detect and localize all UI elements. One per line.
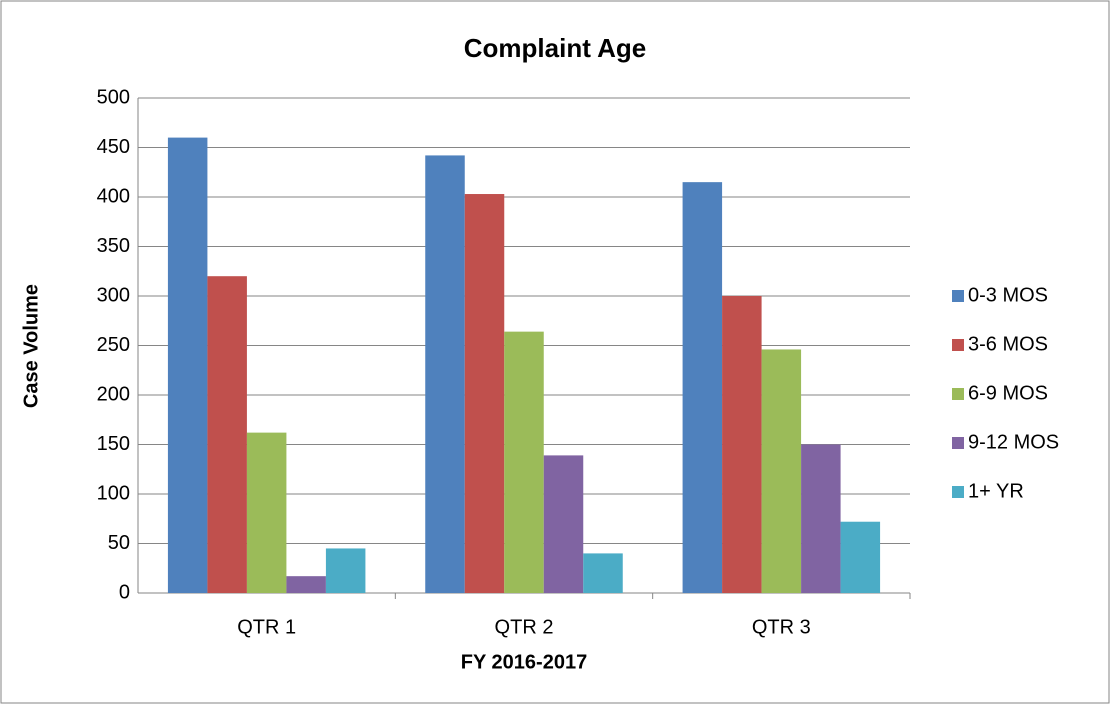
y-tick-label: 0: [119, 581, 130, 603]
y-tick-label: 250: [97, 334, 130, 356]
y-tick-label: 200: [97, 383, 130, 405]
bar: [246, 432, 287, 593]
bar: [682, 182, 723, 593]
bar: [464, 194, 505, 593]
bar: [840, 521, 881, 593]
y-tick-label: 100: [97, 482, 130, 504]
legend-swatch: [952, 339, 964, 351]
legend-label: 6-9 MOS: [968, 382, 1048, 404]
x-axis-title: FY 2016-2017: [461, 651, 587, 673]
legend-label: 3-6 MOS: [968, 333, 1048, 355]
x-tick-label: QTR 3: [752, 616, 811, 638]
bar: [801, 444, 841, 593]
legend-label: 1+ YR: [968, 480, 1024, 502]
bar: [761, 349, 802, 593]
bar: [286, 576, 326, 593]
legend-swatch: [952, 486, 964, 498]
y-axis-title: Case Volume: [20, 284, 42, 408]
y-tick-label: 500: [97, 86, 130, 108]
y-tick-label: 50: [108, 532, 130, 554]
bar: [543, 455, 584, 593]
bar: [583, 553, 623, 593]
y-tick-label: 400: [97, 185, 130, 207]
legend-label: 9-12 MOS: [968, 431, 1059, 453]
bar: [207, 276, 247, 593]
bar: [722, 296, 762, 593]
x-tick-label: QTR 2: [495, 616, 554, 638]
bar: [504, 331, 544, 593]
legend-label: 0-3 MOS: [968, 284, 1048, 306]
legend-swatch: [952, 437, 964, 449]
y-tick-label: 150: [97, 433, 130, 455]
bar: [325, 548, 366, 593]
chart-title: Complaint Age: [464, 33, 646, 63]
legend-swatch: [952, 290, 964, 302]
y-tick-label: 450: [97, 136, 130, 158]
bar: [425, 155, 465, 594]
x-tick-label: QTR 1: [237, 616, 296, 638]
y-tick-label: 300: [97, 284, 130, 306]
y-tick-label: 350: [97, 235, 130, 257]
legend-swatch: [952, 388, 964, 400]
bar: [167, 137, 208, 593]
